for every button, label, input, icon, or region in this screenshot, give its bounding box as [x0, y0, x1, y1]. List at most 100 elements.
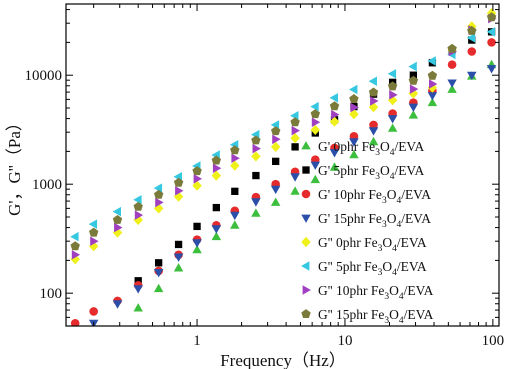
data-point-series-4 [349, 138, 359, 147]
data-point-series-6 [88, 219, 98, 229]
data-point-series-1 [211, 231, 222, 241]
data-point-series-7 [90, 236, 99, 246]
data-point-series-8 [133, 201, 143, 211]
data-point-series-4 [211, 225, 222, 234]
legend-label: G'' 0phr Fe3O4/EVA [318, 235, 427, 254]
data-point-series-8 [70, 241, 80, 251]
data-point-series-7 [212, 163, 222, 173]
data-point-series-7 [389, 90, 398, 100]
legend-marker [301, 261, 310, 271]
legend-label: G' 5phr Fe3O4/EVA [318, 163, 424, 182]
data-point-series-7 [114, 222, 123, 233]
data-point-series-1 [329, 162, 340, 171]
data-point-series-1 [153, 283, 164, 293]
x-axis-title: Frequency（Hz） [220, 351, 346, 369]
data-point-series-5 [173, 191, 184, 202]
data-point-series-5 [251, 151, 261, 162]
data-point-series-7 [331, 109, 340, 120]
data-point-series-1 [103, 326, 112, 334]
data-point-series-1 [251, 208, 261, 217]
data-point-series-1 [173, 263, 184, 272]
legend-marker [302, 285, 311, 295]
legend-entry: G' 0phr Fe3O4/EVA [301, 139, 424, 158]
data-point-series-4 [251, 198, 261, 207]
data-point-series-6 [290, 111, 299, 121]
legend: G' 0phr Fe3O4/EVA G' 5phr Fe3O4/EVA G' 10p… [301, 139, 434, 326]
data-point-series-5 [310, 124, 320, 135]
data-point-series-6 [329, 93, 338, 103]
data-point-series-6 [466, 33, 476, 43]
legend-label: G'' 15phr Fe3O4/EVA [318, 307, 434, 326]
data-point-series-4 [368, 127, 379, 136]
data-point-series-3 [369, 120, 378, 130]
data-point-series-8 [467, 25, 477, 35]
data-point-series-4 [173, 253, 184, 262]
data-point-series-1 [290, 186, 300, 195]
data-point-series-6 [427, 56, 436, 66]
data-point-series-4 [153, 269, 164, 278]
y-tick-label: 10000 [25, 68, 63, 84]
data-point-series-4 [447, 79, 457, 88]
data-point-series-4 [486, 65, 497, 74]
data-point-series-4 [387, 115, 398, 124]
legend-marker [301, 141, 311, 150]
data-point-series-2 [231, 187, 239, 195]
data-point-series-4 [467, 71, 477, 81]
data-point-series-4 [133, 285, 143, 294]
axis-ticks [66, 4, 499, 327]
data-point-series-8 [112, 215, 123, 224]
legend-marker [301, 309, 311, 318]
data-point-series-4 [230, 211, 240, 221]
data-point-series-5 [329, 116, 340, 127]
data-point-series-6 [310, 101, 319, 112]
data-point-series-2 [212, 203, 220, 212]
data-point-series-2 [154, 259, 163, 267]
data-point-series-5 [427, 82, 438, 93]
data-point-series-1 [427, 97, 438, 107]
data-point-series-7 [409, 84, 419, 94]
data-point-series-6 [486, 27, 495, 37]
data-point-series-8 [290, 117, 300, 127]
data-point-series-1 [447, 84, 457, 93]
legend-label: G' 10phr Fe3O4/EVA [318, 187, 431, 206]
data-point-series-2 [134, 277, 142, 285]
data-point-series-1 [387, 123, 398, 132]
data-point-series-4 [310, 161, 320, 170]
data-point-series-4 [408, 103, 419, 112]
data-point-series-8 [192, 166, 202, 176]
legend-entry: G'' 15phr Fe3O4/EVA [301, 307, 434, 326]
data-point-series-8 [329, 101, 340, 111]
data-point-series-8 [427, 70, 438, 80]
legend-label: G'' 5phr Fe3O4/EVA [318, 259, 427, 278]
data-point-series-6 [368, 76, 377, 86]
data-point-series-7 [311, 117, 321, 127]
data-point-series-2 [174, 240, 183, 249]
legend-label: G' 0phr Fe3O4/EVA [318, 139, 424, 158]
data-point-series-8 [387, 81, 398, 91]
data-point-series-3 [487, 38, 496, 47]
tick-labels: 1 10 100 100 1000 10000 [25, 68, 505, 349]
data-point-series-4 [290, 173, 300, 182]
data-point-series-7 [350, 102, 359, 113]
data-point-series-3 [89, 307, 98, 316]
data-point-series-5 [192, 180, 202, 191]
legend-marker [301, 236, 311, 248]
data-point-series-8 [230, 145, 240, 155]
data-point-series-7 [175, 186, 184, 196]
data-point-series-8 [173, 177, 184, 187]
data-point-series-8 [368, 87, 379, 97]
data-point-series-6 [112, 206, 121, 217]
data-point-series-8 [486, 12, 497, 22]
legend-marker [301, 189, 311, 199]
data-point-series-6 [70, 231, 79, 242]
data-point-series-8 [251, 135, 261, 145]
data-point-series-4 [270, 185, 281, 195]
data-point-series-1 [230, 220, 240, 229]
data-point-series-5 [211, 170, 222, 181]
data-point-series-8 [349, 94, 359, 103]
data-point-series-6 [408, 61, 417, 72]
legend-entry: G' 15phr Fe3O4/EVA [301, 211, 431, 230]
data-point-series-8 [408, 75, 419, 85]
data-point-series-8 [211, 155, 221, 165]
